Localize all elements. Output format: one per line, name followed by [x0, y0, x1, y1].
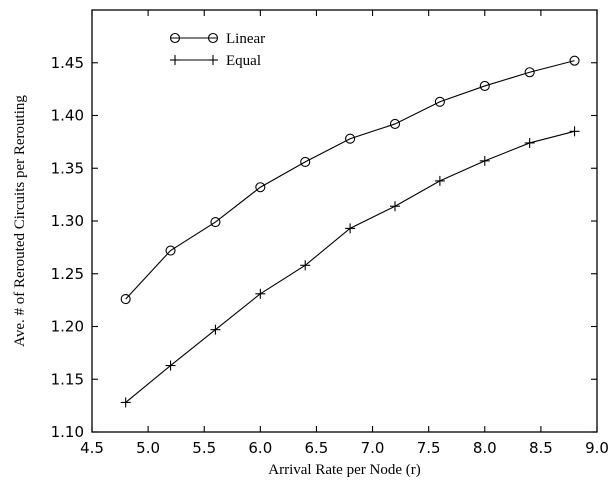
x-tick-label: 5.5 — [192, 439, 216, 457]
y-axis-title: Ave. # of Rerouted Circuits per Reroutin… — [12, 95, 28, 347]
data-point-plus — [210, 324, 221, 335]
y-tick-label: 1.30 — [51, 212, 84, 230]
legend-entry-equal: Equal — [170, 53, 261, 69]
data-point-circle — [207, 32, 219, 44]
x-tick-label: 8.0 — [473, 439, 497, 457]
legend-entry-linear: Linear — [169, 31, 265, 47]
y-tick-label: 1.10 — [51, 423, 84, 441]
data-point-plus — [345, 223, 356, 234]
x-tick-label: 6.0 — [248, 439, 272, 457]
data-point-circle — [210, 217, 221, 228]
data-point-plus — [300, 260, 311, 271]
plot-frame — [91, 9, 598, 433]
data-point-circle — [524, 67, 535, 78]
data-point-circle — [569, 55, 580, 66]
x-tick-label: 9.0 — [585, 439, 608, 457]
series-line-equal — [125, 130, 575, 403]
x-tick-label: 6.5 — [305, 439, 329, 457]
x-tick-label: 7.5 — [417, 439, 441, 457]
y-tick-label: 1.35 — [51, 159, 84, 177]
x-tick-label: 4.5 — [80, 439, 104, 457]
series-equal — [120, 126, 580, 408]
data-point-circle — [345, 133, 356, 144]
x-tick-label: 5.0 — [136, 439, 160, 457]
data-point-circle — [434, 96, 445, 107]
legend: Linear Equal — [169, 31, 265, 69]
data-point-plus — [434, 175, 445, 186]
data-point-plus — [170, 55, 180, 65]
data-point-plus — [120, 397, 131, 408]
data-point-plus — [255, 288, 266, 299]
data-point-plus — [165, 360, 176, 371]
series-layer — [120, 55, 580, 408]
legend-label: Equal — [226, 53, 261, 69]
y-tick-label: 1.45 — [51, 54, 84, 72]
data-point-plus — [524, 137, 535, 148]
y-tick-label: 1.20 — [51, 318, 84, 336]
legend-label: Linear — [226, 31, 265, 47]
series-linear — [120, 55, 580, 305]
y-tick-label: 1.40 — [51, 107, 84, 125]
data-point-circle — [389, 118, 401, 129]
y-tick-label: 1.15 — [51, 370, 84, 388]
data-point-plus — [390, 201, 400, 212]
data-point-circle — [479, 80, 490, 92]
data-point-plus — [569, 126, 580, 137]
data-point-circle — [165, 245, 176, 256]
x-axis-title: Arrival Rate per Node (r) — [268, 462, 420, 478]
data-point-plus — [208, 55, 218, 65]
data-point-plus — [479, 155, 490, 166]
data-point-circle — [169, 32, 181, 44]
series-line-linear — [125, 60, 575, 300]
y-tick-label: 1.25 — [51, 265, 84, 283]
axis-ticks: 4.5 5.0 5.5 6.0 6.5 7.0 7.5 8.0 8.5 9.0 1.10 1.15 1.… — [51, 10, 608, 457]
data-point-circle — [300, 156, 311, 167]
data-point-circle — [255, 182, 266, 193]
x-tick-label: 8.5 — [529, 439, 553, 457]
x-tick-label: 7.0 — [361, 439, 385, 457]
data-point-circle — [120, 294, 131, 305]
